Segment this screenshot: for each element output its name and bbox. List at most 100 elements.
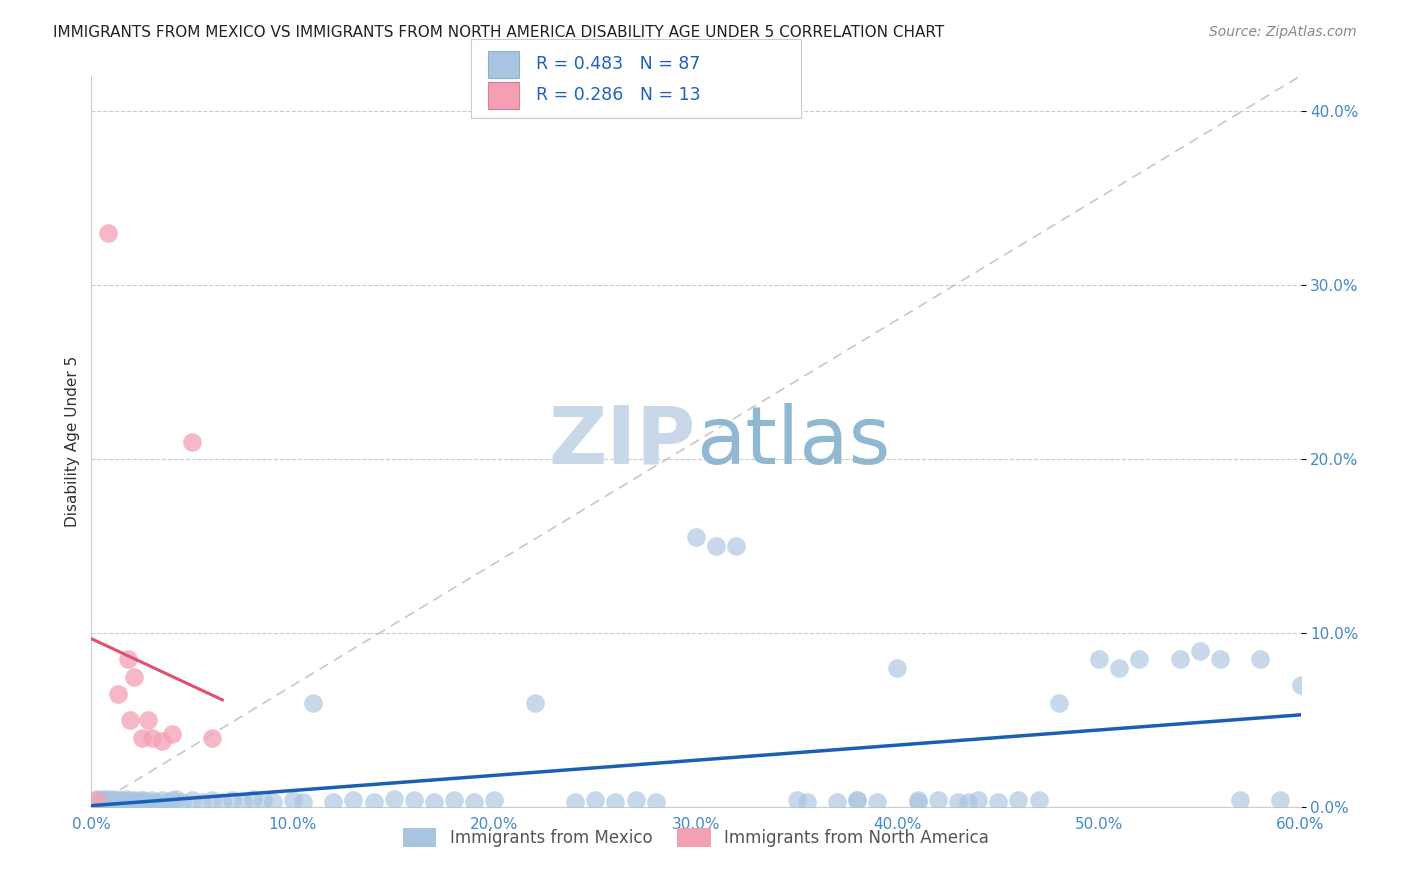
Point [107, 687, 129, 701]
Point [886, 661, 908, 675]
Point [704, 539, 727, 553]
Text: atlas: atlas [696, 402, 890, 481]
Point [1188, 643, 1211, 657]
Point [191, 795, 214, 809]
Point [292, 795, 315, 809]
Point [150, 734, 173, 748]
Point [96, 226, 118, 240]
Point [104, 795, 127, 809]
Point [956, 795, 979, 809]
Point [122, 793, 145, 807]
Point [117, 652, 139, 666]
Point [281, 793, 304, 807]
Point [1229, 793, 1251, 807]
Point [181, 793, 204, 807]
Point [136, 795, 159, 809]
Point [786, 793, 808, 807]
Point [564, 795, 586, 809]
Point [125, 795, 148, 809]
Point [117, 795, 139, 809]
Point [382, 791, 405, 805]
Point [150, 793, 173, 807]
Point [221, 793, 243, 807]
Point [796, 795, 818, 809]
Point [484, 793, 506, 807]
Point [107, 793, 129, 807]
Point [423, 795, 446, 809]
Point [93, 791, 115, 805]
Point [145, 795, 167, 809]
Text: R = 0.483   N = 87: R = 0.483 N = 87 [536, 55, 700, 73]
Point [118, 713, 141, 727]
Point [907, 793, 929, 807]
Point [156, 795, 179, 809]
Point [114, 791, 136, 805]
Point [131, 795, 153, 809]
Point [94, 793, 117, 807]
Point [172, 795, 194, 809]
Point [211, 795, 233, 809]
Point [1209, 652, 1232, 666]
Point [141, 793, 163, 807]
Point [128, 793, 150, 807]
Text: R = 0.286   N = 13: R = 0.286 N = 13 [536, 87, 700, 104]
Text: Source: ZipAtlas.com: Source: ZipAtlas.com [1209, 25, 1357, 39]
Point [685, 530, 707, 544]
Point [111, 793, 132, 807]
Point [1289, 678, 1312, 692]
Point [825, 795, 848, 809]
Point [160, 727, 183, 741]
Point [846, 793, 869, 807]
Point [131, 731, 153, 745]
Point [725, 539, 748, 553]
Point [86, 791, 108, 805]
Point [181, 434, 204, 449]
Point [322, 795, 344, 809]
Point [523, 696, 546, 710]
Point [90, 793, 112, 807]
Text: IMMIGRANTS FROM MEXICO VS IMMIGRANTS FROM NORTH AMERICA DISABILITY AGE UNDER 5 C: IMMIGRANTS FROM MEXICO VS IMMIGRANTS FRO… [53, 25, 945, 40]
Point [363, 795, 385, 809]
Point [242, 791, 264, 805]
Point [96, 791, 118, 805]
Point [846, 793, 869, 807]
Point [103, 791, 125, 805]
Point [118, 793, 141, 807]
Point [86, 793, 108, 807]
Point [136, 713, 159, 727]
Point [165, 791, 187, 805]
Point [1108, 661, 1130, 675]
Point [1270, 793, 1292, 807]
Point [987, 795, 1010, 809]
Point [201, 793, 224, 807]
Point [605, 795, 627, 809]
Point [1168, 652, 1191, 666]
Point [132, 793, 155, 807]
Point [100, 793, 122, 807]
Legend: Immigrants from Mexico, Immigrants from North America: Immigrants from Mexico, Immigrants from … [396, 822, 995, 854]
Point [946, 795, 969, 809]
Point [1007, 793, 1029, 807]
Point [967, 793, 990, 807]
Point [262, 795, 284, 809]
Point [866, 795, 889, 809]
Point [624, 793, 647, 807]
Point [112, 795, 135, 809]
Point [1088, 652, 1111, 666]
Point [252, 793, 274, 807]
Point [201, 731, 224, 745]
Point [1249, 652, 1271, 666]
Point [302, 696, 325, 710]
Point [443, 793, 465, 807]
Point [583, 793, 606, 807]
Point [463, 795, 485, 809]
Y-axis label: Disability Age Under 5: Disability Age Under 5 [65, 356, 80, 527]
Point [121, 795, 143, 809]
Point [231, 795, 253, 809]
Point [98, 795, 121, 809]
Point [342, 793, 364, 807]
Point [108, 795, 131, 809]
Point [1028, 793, 1050, 807]
Point [927, 793, 949, 807]
Point [122, 670, 145, 684]
